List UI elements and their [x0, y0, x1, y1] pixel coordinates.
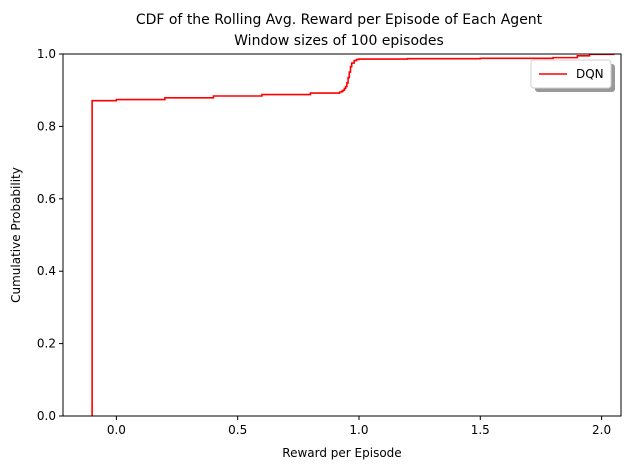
chart-title: CDF of the Rolling Avg. Reward per Episo… — [136, 12, 543, 28]
x-tick-label: 1.0 — [349, 423, 368, 437]
series-line-dqn — [91, 53, 615, 416]
x-tick-label: 0.5 — [228, 423, 247, 437]
y-tick-label: 0.8 — [37, 119, 56, 133]
plot-area-frame — [62, 53, 622, 417]
series-layer — [91, 53, 615, 416]
y-tick-label: 0.0 — [37, 409, 56, 423]
x-axis-label: Reward per Episode — [282, 446, 401, 460]
tick-layer: 0.0 0.5 1.0 1.5 2.0 0.0 0.2 0.4 0.6 0.8 1.0 — [37, 47, 611, 437]
legend: DQN — [530, 59, 615, 92]
y-tick-label: 0.6 — [37, 192, 56, 206]
legend-box — [530, 59, 612, 89]
x-tick-label: 0.0 — [107, 423, 126, 437]
y-tick-label: 1.0 — [37, 47, 56, 61]
legend-label-dqn: DQN — [576, 67, 604, 81]
x-tick-label: 2.0 — [592, 423, 611, 437]
y-tick-label: 0.2 — [37, 337, 56, 351]
y-axis-label: Cumulative Probability — [9, 167, 23, 303]
y-tick-label: 0.4 — [37, 264, 56, 278]
chart-subtitle: Window sizes of 100 episodes — [234, 33, 444, 49]
x-tick-label: 1.5 — [471, 423, 490, 437]
